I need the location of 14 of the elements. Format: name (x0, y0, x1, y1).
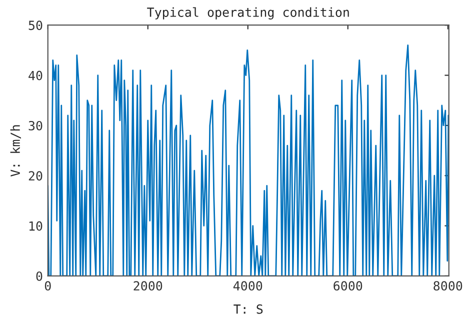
y-tick-label: 50 (28, 20, 42, 30)
x-tick-label: 8000 (434, 281, 462, 291)
y-tick-label: 20 (28, 171, 42, 181)
y-axis-title: V: km/h (10, 125, 21, 177)
y-tick-label: 40 (28, 70, 42, 80)
y-tick-label: 0 (36, 271, 42, 281)
x-tick-label: 2000 (134, 281, 162, 291)
x-tick-label: 6000 (334, 281, 362, 291)
chart-title: Typical operating condition (147, 7, 349, 20)
x-tick-label: 4000 (233, 281, 262, 291)
y-tick-label: 10 (29, 221, 42, 231)
y-tick-label: 30 (28, 120, 42, 130)
x-tick-label: 0 (44, 281, 51, 291)
x-axis-title: T: S (234, 304, 263, 314)
